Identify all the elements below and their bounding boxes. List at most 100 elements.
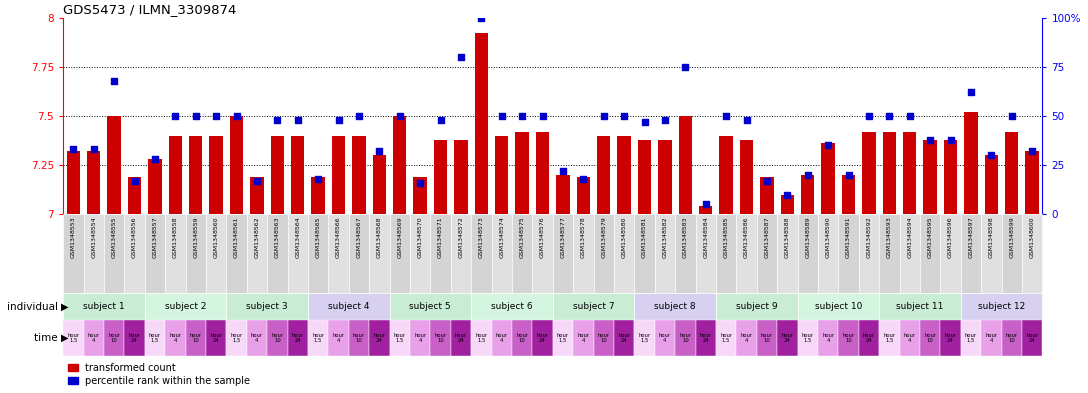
Bar xyxy=(777,320,798,356)
Text: GSM1348581: GSM1348581 xyxy=(642,217,647,258)
Text: hour
1.5: hour 1.5 xyxy=(67,332,79,343)
Point xyxy=(819,142,837,149)
Bar xyxy=(450,320,471,356)
Point xyxy=(922,136,939,143)
Text: GSM1348577: GSM1348577 xyxy=(560,217,566,258)
Bar xyxy=(838,320,858,356)
Bar xyxy=(593,214,614,293)
Bar xyxy=(719,136,732,214)
Bar xyxy=(863,132,876,214)
Text: hour
10: hour 10 xyxy=(924,332,936,343)
Bar xyxy=(818,320,838,356)
Text: subject 11: subject 11 xyxy=(897,302,943,311)
Point xyxy=(799,172,816,178)
Point xyxy=(126,178,144,184)
Text: hour
10: hour 10 xyxy=(761,332,772,343)
Bar xyxy=(308,293,390,320)
Bar xyxy=(492,320,511,356)
Text: GSM1348590: GSM1348590 xyxy=(826,217,830,258)
Text: subject 3: subject 3 xyxy=(246,302,288,311)
Bar xyxy=(329,320,348,356)
Point xyxy=(656,117,673,123)
Bar xyxy=(700,206,713,214)
Text: hour
24: hour 24 xyxy=(863,332,875,343)
Text: GSM1348592: GSM1348592 xyxy=(866,217,871,258)
Bar xyxy=(185,214,206,293)
Text: GSM1348588: GSM1348588 xyxy=(784,217,790,258)
Text: hour
4: hour 4 xyxy=(88,332,100,343)
Text: GSM1348555: GSM1348555 xyxy=(112,217,116,258)
Text: subject 7: subject 7 xyxy=(572,302,615,311)
Bar xyxy=(573,214,593,293)
Bar xyxy=(658,140,671,214)
Text: subject 12: subject 12 xyxy=(978,302,1025,311)
Bar xyxy=(940,320,961,356)
Bar xyxy=(373,155,386,214)
Text: GSM1348585: GSM1348585 xyxy=(724,217,729,258)
Text: hour
10: hour 10 xyxy=(108,332,120,343)
Point xyxy=(574,176,592,182)
Point xyxy=(411,180,429,186)
Bar xyxy=(145,320,165,356)
Text: hour
24: hour 24 xyxy=(944,332,956,343)
Bar xyxy=(553,214,573,293)
Point xyxy=(534,113,552,119)
Bar xyxy=(63,320,84,356)
Point xyxy=(758,178,776,184)
Text: GSM1348571: GSM1348571 xyxy=(438,217,443,258)
Point xyxy=(962,89,979,95)
Bar xyxy=(1026,151,1039,214)
Text: GSM1348572: GSM1348572 xyxy=(458,217,463,258)
Point xyxy=(248,178,265,184)
Bar xyxy=(124,214,145,293)
Text: GSM1348576: GSM1348576 xyxy=(540,217,545,258)
Bar xyxy=(858,214,879,293)
Bar xyxy=(675,320,695,356)
Point xyxy=(982,152,1000,158)
Bar xyxy=(393,116,406,214)
Bar xyxy=(287,214,308,293)
Text: GSM1348597: GSM1348597 xyxy=(968,217,974,258)
Text: hour
1.5: hour 1.5 xyxy=(802,332,814,343)
Text: hour
4: hour 4 xyxy=(986,332,998,343)
Text: subject 9: subject 9 xyxy=(735,302,778,311)
Bar xyxy=(492,214,511,293)
Text: GDS5473 / ILMN_3309874: GDS5473 / ILMN_3309874 xyxy=(63,4,236,17)
Text: hour
1.5: hour 1.5 xyxy=(231,332,243,343)
Point xyxy=(472,15,490,21)
Bar xyxy=(756,320,777,356)
Bar xyxy=(944,140,957,214)
Bar xyxy=(63,293,145,320)
Text: GSM1348584: GSM1348584 xyxy=(703,217,708,258)
Text: hour
4: hour 4 xyxy=(496,332,508,343)
Bar xyxy=(573,320,593,356)
Bar xyxy=(148,159,161,214)
Text: hour
24: hour 24 xyxy=(1026,332,1038,343)
Text: GSM1348562: GSM1348562 xyxy=(255,217,259,258)
Bar xyxy=(737,214,756,293)
Text: GSM1348560: GSM1348560 xyxy=(213,217,219,258)
Bar xyxy=(206,320,226,356)
Text: hour
10: hour 10 xyxy=(1005,332,1017,343)
Text: hour
10: hour 10 xyxy=(679,332,691,343)
Bar xyxy=(292,136,305,214)
Point xyxy=(289,117,307,123)
Bar xyxy=(1005,132,1018,214)
Text: hour
10: hour 10 xyxy=(597,332,609,343)
Bar xyxy=(271,136,284,214)
Bar xyxy=(695,214,716,293)
Text: GSM1348565: GSM1348565 xyxy=(316,217,321,258)
Text: GSM1348568: GSM1348568 xyxy=(376,217,382,258)
Text: GSM1348554: GSM1348554 xyxy=(91,217,96,258)
Bar xyxy=(189,136,202,214)
Point xyxy=(779,191,796,198)
Text: hour
10: hour 10 xyxy=(434,332,446,343)
Bar xyxy=(84,214,104,293)
Text: hour
1.5: hour 1.5 xyxy=(394,332,406,343)
Text: subject 4: subject 4 xyxy=(327,302,370,311)
Point xyxy=(677,64,694,70)
Point xyxy=(738,117,755,123)
Text: hour
1.5: hour 1.5 xyxy=(475,332,487,343)
Text: individual: individual xyxy=(7,301,61,312)
Bar xyxy=(511,214,532,293)
